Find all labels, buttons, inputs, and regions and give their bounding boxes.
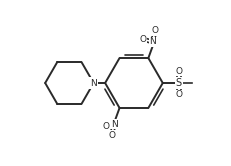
Text: S: S bbox=[176, 78, 182, 88]
Text: O: O bbox=[108, 131, 115, 140]
Text: N: N bbox=[111, 120, 117, 128]
Text: O: O bbox=[175, 90, 182, 99]
Text: N: N bbox=[149, 38, 156, 46]
Text: N: N bbox=[90, 79, 97, 87]
Text: O: O bbox=[152, 26, 158, 35]
Text: O: O bbox=[103, 122, 109, 131]
Text: O: O bbox=[140, 35, 146, 44]
Text: O: O bbox=[175, 67, 182, 76]
